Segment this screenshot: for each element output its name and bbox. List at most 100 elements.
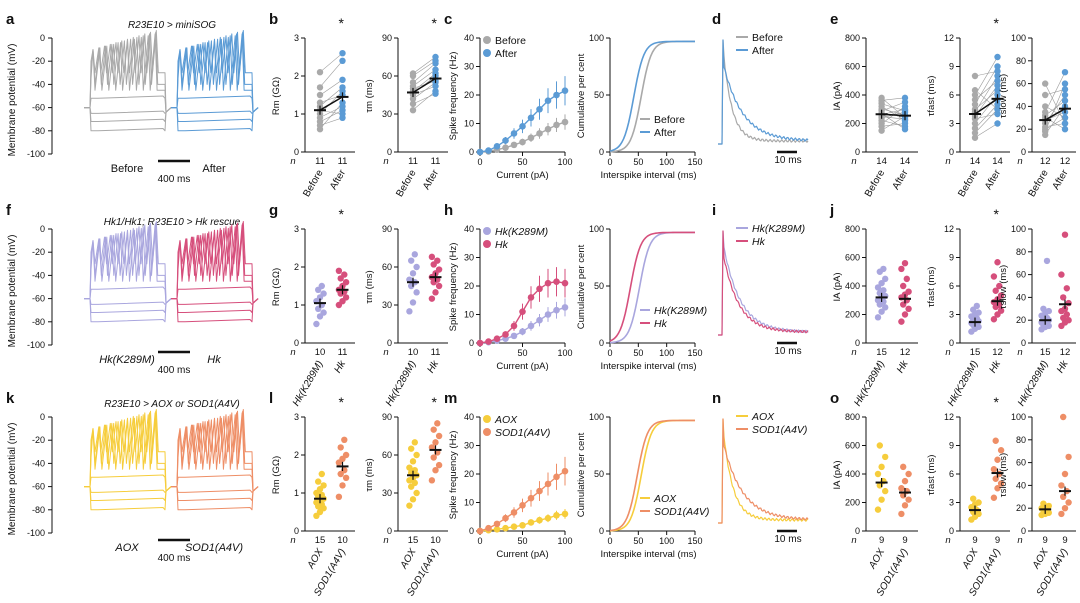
data-point [432, 439, 439, 446]
fi-point [510, 509, 518, 516]
data-point [994, 82, 1001, 89]
y-tick-label: 0 [1021, 338, 1026, 348]
y-tick-label: 6 [949, 469, 954, 479]
data-point [1045, 307, 1053, 315]
y-tick-label: 30 [382, 300, 392, 310]
data-point [430, 454, 437, 461]
voltage-trace [171, 409, 259, 492]
y-tick-label: -40 [32, 458, 45, 468]
paired-line [881, 103, 906, 111]
voltage-trace [171, 95, 259, 113]
fi-point [519, 502, 526, 509]
y-tick-label: 40 [1016, 101, 1026, 111]
data-point [971, 106, 979, 113]
data-point [994, 53, 1001, 61]
data-point [901, 311, 909, 318]
fi-point [502, 514, 509, 522]
fi-point [553, 121, 560, 129]
y-tick-label: 80 [1016, 56, 1026, 66]
legend-label: Hk(K289M) [752, 223, 805, 235]
paired-line [1045, 100, 1066, 116]
y-tick-label: 800 [845, 33, 860, 43]
data-point [335, 267, 343, 274]
data-point [320, 309, 327, 316]
paired-line [319, 87, 343, 107]
y-tick-label: -100 [27, 340, 45, 350]
n-value: 10 [315, 347, 326, 358]
y-tick-label: 30 [382, 488, 392, 498]
y-tick-label: 0 [599, 338, 604, 348]
data-point [997, 447, 1005, 454]
data-point [901, 94, 909, 102]
y-tick-label: 0 [387, 147, 392, 157]
x-tick-label: 0 [607, 536, 612, 546]
paired-line [412, 60, 436, 76]
data-point [318, 470, 325, 478]
data-point [898, 510, 905, 518]
data-point [409, 496, 417, 503]
voltage-trace [84, 95, 172, 113]
data-point [1061, 86, 1069, 93]
condition-label: Hk [425, 358, 441, 375]
condition-label: After [983, 167, 1003, 191]
n-value: 9 [879, 535, 884, 546]
x-axis-label: Interspike interval (ms) [600, 170, 696, 181]
data-point [994, 110, 1001, 118]
paired-line [319, 117, 343, 126]
n-label: n [383, 535, 388, 546]
data-point [880, 287, 887, 294]
n-value: 14 [992, 156, 1003, 167]
condition-label: AOX [1030, 547, 1051, 572]
paired-line [412, 90, 436, 111]
data-point [878, 279, 885, 287]
data-point [1061, 91, 1069, 99]
y-tick-label: 20 [464, 469, 474, 479]
scale-bar-label: 10 ms [774, 155, 801, 166]
y-axis-label: Cumulative per cent [576, 244, 587, 329]
n-value: 11 [315, 156, 325, 167]
y-tick-label: 0 [599, 147, 604, 157]
n-value: 15 [408, 535, 419, 546]
x-tick-label: 100 [557, 536, 572, 546]
fi-point [502, 137, 509, 144]
scale-bar-label: 400 ms [158, 174, 191, 185]
paired-line [1044, 83, 1066, 132]
y-tick-label: 40 [464, 224, 474, 234]
condition-label: Hk [895, 358, 911, 375]
data-point [971, 72, 979, 80]
paired-line [412, 63, 436, 83]
data-point [900, 282, 907, 290]
legend-swatch [483, 415, 491, 423]
y-axis-label: τm (ms) [364, 458, 375, 491]
y-tick-label: -80 [32, 317, 45, 327]
n-value: 15 [315, 535, 326, 546]
y-tick-label: 800 [845, 224, 860, 234]
legend-label: Hk(K289M) [495, 226, 548, 238]
y-axis-label: τm (ms) [364, 79, 375, 112]
x-tick-label: 50 [517, 348, 527, 358]
n-value: 10 [430, 535, 441, 546]
y-tick-label: 0 [40, 412, 45, 422]
data-point [339, 482, 346, 489]
paired-line [881, 106, 906, 121]
row1-group: a R23E10 > miniSOG 0 -20 -40 -60 -80 -100 Membra… [6, 11, 1076, 199]
voltage-trace [84, 298, 172, 305]
data-point [1042, 103, 1049, 110]
y-tick-label: 0 [469, 338, 474, 348]
fi-point [502, 331, 509, 338]
fi-point [493, 335, 501, 343]
data-point [905, 305, 912, 312]
y-axis-label: Rm (GΩ) [271, 77, 282, 115]
legend-label: Before [654, 114, 685, 126]
y-tick-label: 1 [294, 488, 299, 498]
y-tick-label: 60 [1016, 458, 1026, 468]
condition-label: After [891, 167, 911, 191]
fi-point [519, 308, 526, 315]
n-label: n [851, 535, 856, 546]
condition-label: Before [956, 168, 980, 199]
data-point [1045, 502, 1053, 510]
y-tick-label: 10 [464, 119, 474, 129]
y-tick-label: 80 [1016, 247, 1026, 257]
data-point [432, 90, 439, 97]
paired-line [974, 123, 998, 138]
